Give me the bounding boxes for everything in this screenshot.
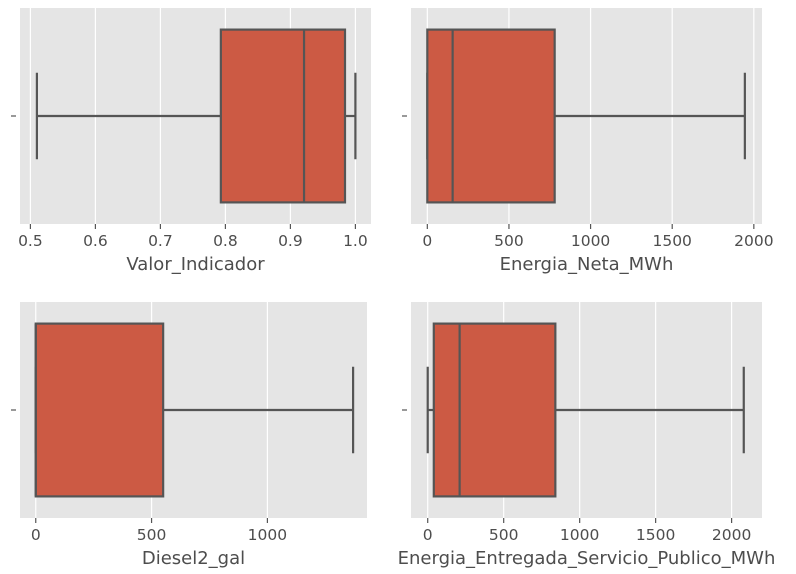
chart-2-xtick-label-1: 0 <box>422 232 432 250</box>
chart-1-xtick-label-2: 0.6 <box>83 232 108 250</box>
chart-4-xtick-label-3: 1000 <box>560 526 599 544</box>
chart-1-panel-group: 0.5 0.6 0.7 0.8 0.9 1.0 Valor_Indicador <box>11 8 371 275</box>
chart-3-xtick-label-3: 1000 <box>248 526 287 544</box>
chart-3-box <box>34 322 165 498</box>
chart-2-box <box>426 28 556 204</box>
chart-3-xlabel: Diesel2_gal <box>142 548 245 569</box>
chart-4-xtick-label-2: 500 <box>489 526 519 544</box>
chart-4-box <box>432 322 557 498</box>
chart-4-xtick-label-4: 1500 <box>636 526 675 544</box>
chart-2-xtick-label-3: 1000 <box>571 232 610 250</box>
chart-1-xtick-label-3: 0.7 <box>148 232 173 250</box>
chart-1-box <box>219 28 347 204</box>
chart-4-xtick-label-5: 2000 <box>712 526 751 544</box>
chart-2-xtick-label-5: 2000 <box>734 232 773 250</box>
chart-4-panel-group: 0 500 1000 1500 2000 Energia_Entregada_Servic… <box>398 302 776 569</box>
chart-2-panel-group: 0 500 1000 1500 2000 Energia_Neta_MWh <box>402 8 774 275</box>
chart-1-xtick-label-4: 0.8 <box>213 232 238 250</box>
chart-2-xlabel: Energia_Neta_MWh <box>500 254 674 275</box>
chart-1-xlabel: Valor_Indicador <box>126 254 265 275</box>
chart-4-xlabel: Energia_Entregada_Servicio_Publico_MWh <box>398 548 776 569</box>
chart-1-xtick-label-6: 1.0 <box>343 232 368 250</box>
chart-1-xtick-label-5: 0.9 <box>278 232 303 250</box>
chart-2-xtick-label-2: 500 <box>494 232 524 250</box>
chart-4-xtick-label-1: 0 <box>423 526 433 544</box>
chart-3-xtick-label-2: 500 <box>137 526 167 544</box>
chart-1-xtick-label-1: 0.5 <box>18 232 43 250</box>
chart-2-xtick-label-4: 1500 <box>652 232 691 250</box>
chart-3-xtick-label-1: 0 <box>31 526 41 544</box>
